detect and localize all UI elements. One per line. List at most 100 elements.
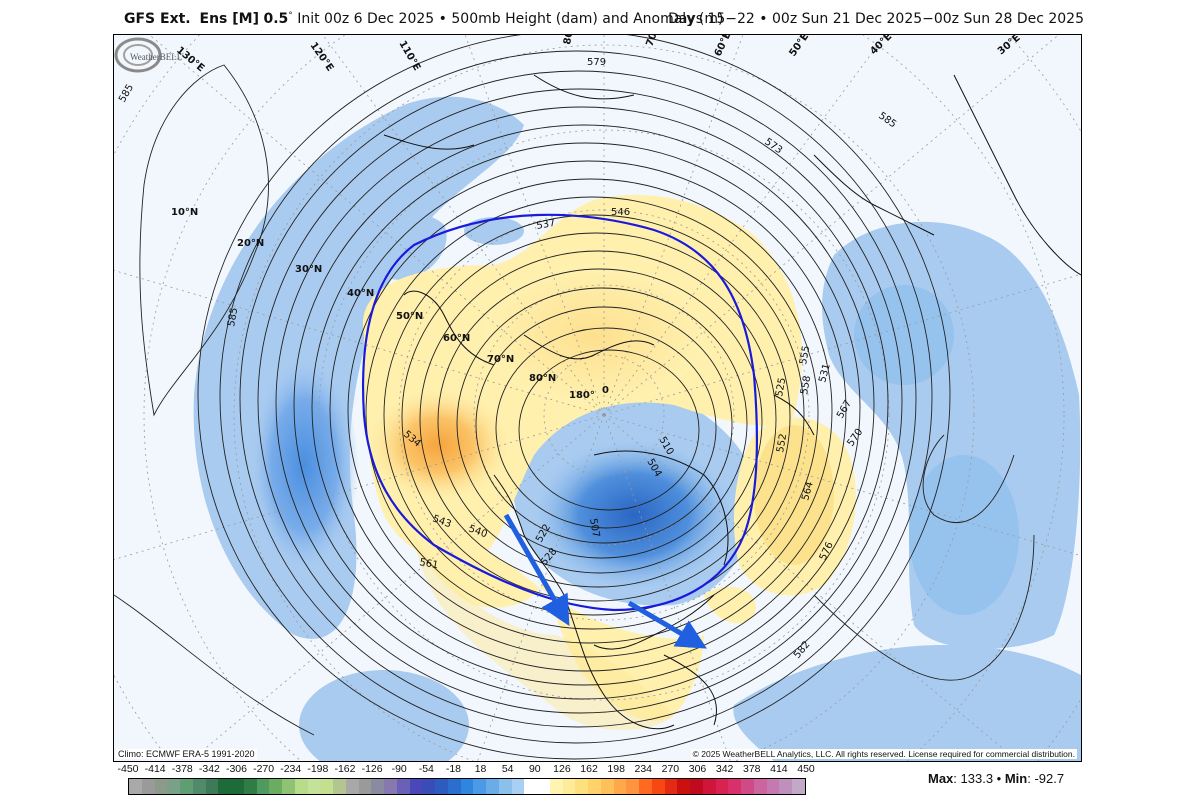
colorbar-swatch xyxy=(498,779,512,794)
svg-text:546: 546 xyxy=(611,207,630,218)
colorbar-swatch xyxy=(141,779,155,794)
colorbar-tick-label: -450 xyxy=(117,763,139,775)
colorbar-swatch xyxy=(192,779,206,794)
colorbar-swatch xyxy=(626,779,639,794)
colorbar-swatch xyxy=(639,779,652,794)
colorbar-swatch xyxy=(307,779,321,794)
colorbar-tick-label: 270 xyxy=(661,763,680,775)
colorbar-tick-label: -414 xyxy=(144,763,166,775)
max-min-stats: Max: 133.3 • Min: -92.7 xyxy=(928,771,1064,786)
colorbar-tick-label: -90 xyxy=(391,763,407,775)
svg-text:180°: 180° xyxy=(569,390,595,401)
latitude-labels: 10°N 20°N 30°N 40°N 50°N 60°N 70°N 80°N xyxy=(171,207,556,384)
svg-text:30°E: 30°E xyxy=(996,35,1023,57)
ensemble-name: Ens [M] xyxy=(199,11,259,27)
colorbar-swatch xyxy=(575,779,588,794)
svg-text:80°N: 80°N xyxy=(529,373,556,384)
arrow-west xyxy=(503,513,570,627)
colorbar-tick-label: 162 xyxy=(580,763,598,775)
colorbar-tick-label: -234 xyxy=(280,763,302,775)
colorbar-swatch xyxy=(549,779,563,794)
colorbar-swatch xyxy=(702,779,716,794)
colorbar-swatch xyxy=(333,779,346,794)
svg-text:555: 555 xyxy=(798,345,812,366)
min-value: : -92.7 xyxy=(1027,771,1065,786)
colorbar-tick-label: -18 xyxy=(445,763,462,775)
svg-text:20°N: 20°N xyxy=(237,238,264,249)
arrow-east xyxy=(627,600,707,649)
colorbar-swatch xyxy=(677,779,690,794)
min-label: Min xyxy=(1004,771,1028,786)
svg-text:40°N: 40°N xyxy=(347,288,374,299)
colorbar-tick-label: -378 xyxy=(171,763,193,775)
annotation-arrows xyxy=(503,513,707,649)
climatology-note: Climo: ECMWF ERA-5 1991-2020 xyxy=(116,749,257,759)
colorbar-swatch xyxy=(205,779,219,794)
colorbar-swatch xyxy=(486,779,499,794)
svg-text:50°E: 50°E xyxy=(787,35,811,59)
colorbar-swatch xyxy=(588,779,601,794)
polar-map: 10°N 20°N 30°N 40°N 50°N 60°N 70°N 80°N … xyxy=(114,35,1081,761)
init-time: Init 00z 6 Dec 2025 xyxy=(297,11,435,27)
colorbar-swatch xyxy=(728,779,741,794)
colorbar-swatch xyxy=(600,779,614,794)
title-separator: • xyxy=(438,11,447,27)
colorbar-swatch xyxy=(715,779,729,794)
max-label: Max xyxy=(928,771,954,786)
svg-text:10°N: 10°N xyxy=(171,207,198,218)
colorbar-swatch xyxy=(447,779,461,794)
colorbar-swatch xyxy=(460,779,474,794)
colorbar-swatch xyxy=(320,779,333,794)
colorbar-swatch xyxy=(345,779,359,794)
svg-text:80°E: 80°E xyxy=(562,35,577,46)
colorbar-swatch xyxy=(409,779,423,794)
svg-text:579: 579 xyxy=(587,57,606,68)
colorbar-swatch xyxy=(690,779,703,794)
colorbar-swatches xyxy=(128,778,806,795)
degree-symbol: ° xyxy=(288,11,293,21)
svg-text:70°E: 70°E xyxy=(644,35,663,48)
colorbar-swatch xyxy=(562,779,576,794)
colorbar-tick-label: 306 xyxy=(688,763,707,775)
colorbar-swatch xyxy=(422,779,435,794)
svg-text:570: 570 xyxy=(845,427,865,449)
colorbar-tick-label: 18 xyxy=(474,763,487,775)
colorbar-tick-label: 378 xyxy=(742,763,761,775)
colorbar-swatch xyxy=(154,779,168,794)
svg-text:60°E: 60°E xyxy=(713,35,734,58)
colorbar-tick-label: 234 xyxy=(634,763,653,775)
colorbar-swatch xyxy=(256,779,270,794)
svg-text:552: 552 xyxy=(775,433,789,454)
svg-text:585: 585 xyxy=(226,307,240,328)
graticule xyxy=(114,35,1081,761)
colorbar-tick-label: 54 xyxy=(501,763,514,775)
colorbar-swatch xyxy=(218,779,231,794)
colorbar-swatch xyxy=(766,779,780,794)
svg-text:50°N: 50°N xyxy=(396,311,423,322)
colorbar-swatch xyxy=(282,779,295,794)
colorbar-tick-label: -270 xyxy=(253,763,275,775)
svg-text:70°N: 70°N xyxy=(487,354,514,365)
colorbar-swatch xyxy=(269,779,282,794)
colorbar-swatch xyxy=(371,779,384,794)
height-contours xyxy=(114,35,1035,760)
svg-text:531: 531 xyxy=(817,362,833,383)
svg-text:558: 558 xyxy=(799,375,813,396)
svg-text:40°E: 40°E xyxy=(868,35,894,57)
colorbar-swatch xyxy=(664,779,678,794)
svg-text:585: 585 xyxy=(876,110,898,130)
svg-text:585: 585 xyxy=(117,82,136,104)
svg-text:537: 537 xyxy=(536,218,557,232)
svg-text:573: 573 xyxy=(762,136,784,156)
valid-period: Days 15−22 • 00z Sun 21 Dec 2025−00z Sun… xyxy=(668,11,1084,27)
colorbar-swatch xyxy=(129,779,142,794)
colorbar-swatch xyxy=(537,779,550,794)
svg-text:507: 507 xyxy=(587,518,601,539)
colorbar-tick-label: 198 xyxy=(607,763,625,775)
resolution: 0.5 xyxy=(263,11,289,27)
colorbar-tick-label: 126 xyxy=(553,763,571,775)
svg-text:60°N: 60°N xyxy=(443,333,470,344)
colorbar-swatch xyxy=(651,779,665,794)
colorbar-swatch xyxy=(167,779,180,794)
max-value: : 133.3 xyxy=(953,771,994,786)
